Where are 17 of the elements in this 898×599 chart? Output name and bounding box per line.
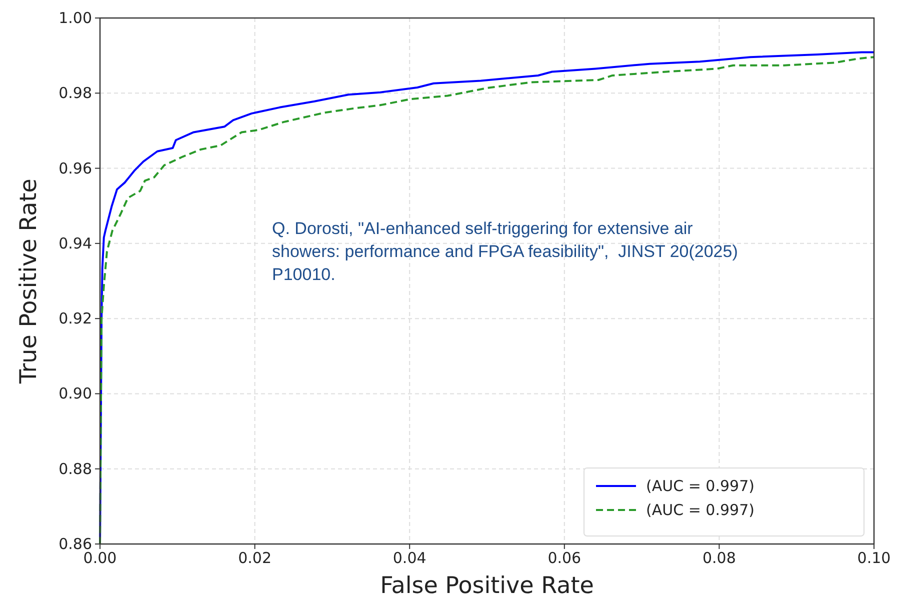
x-axis-title: False Positive Rate	[380, 573, 594, 599]
x-tick-label: 0.06	[548, 549, 582, 567]
x-tick-label: 0.10	[857, 549, 891, 567]
y-tick-label: 0.88	[58, 460, 92, 478]
annotation: Q. Dorosti, "AI-enhanced self-triggering for extensive air showers: performance and FPGA feasibility", JINST 20(2025) P10010.	[272, 219, 738, 284]
legend-label: (AUC = 0.997)	[646, 477, 754, 495]
y-tick-label: 1.00	[58, 9, 92, 27]
y-tick-label: 0.94	[58, 234, 92, 252]
x-tick-label: 0.04	[392, 549, 426, 567]
x-tick-label: 0.08	[702, 549, 736, 567]
y-tick-label: 0.96	[58, 159, 92, 178]
y-tick-label: 0.92	[58, 310, 92, 328]
y-tick-label: 0.90	[58, 384, 92, 403]
y-tick-label: 0.98	[58, 84, 92, 102]
y-axis-title: True Positive Rate	[16, 178, 42, 384]
x-tick-label: 0.02	[238, 549, 272, 567]
legend-label: (AUC = 0.997)	[646, 501, 754, 519]
